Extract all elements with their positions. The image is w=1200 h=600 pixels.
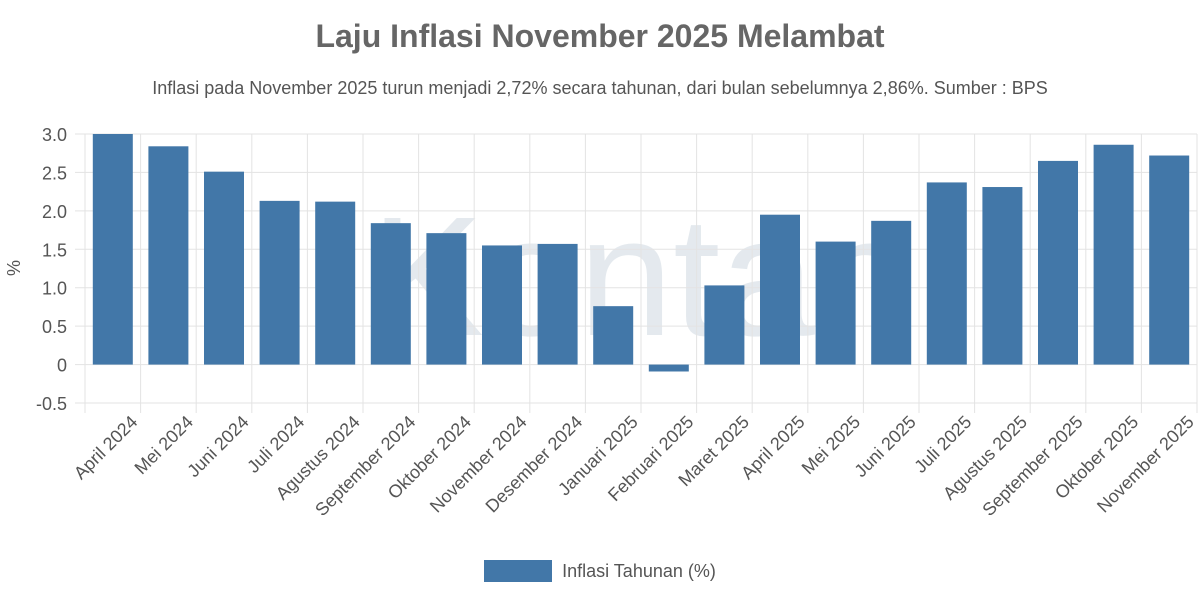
bar bbox=[648, 364, 689, 372]
bar bbox=[482, 245, 522, 365]
y-tick-label: 1.0 bbox=[42, 279, 67, 299]
x-tick-label: Juni 2024 bbox=[183, 412, 252, 481]
x-tick-label: April 2024 bbox=[70, 412, 141, 483]
bar bbox=[926, 182, 967, 365]
legend[interactable]: Inflasi Tahunan (%) bbox=[0, 560, 1200, 582]
chart-title: Laju Inflasi November 2025 Melambat bbox=[315, 18, 885, 54]
bar bbox=[871, 220, 912, 365]
x-tick-label: November 2024 bbox=[426, 412, 531, 517]
x-tick-label: Juni 2025 bbox=[850, 412, 919, 481]
chart-subtitle: Inflasi pada November 2025 turun menjadi… bbox=[152, 78, 1048, 98]
bar bbox=[1093, 144, 1134, 365]
y-tick-label: 1.5 bbox=[42, 240, 67, 260]
bar bbox=[593, 306, 634, 365]
bar bbox=[982, 187, 1023, 365]
bar bbox=[1149, 155, 1190, 365]
bar bbox=[315, 201, 356, 365]
bar bbox=[1038, 160, 1078, 365]
y-tick-label: 2.5 bbox=[42, 163, 67, 183]
y-tick-label: 0.5 bbox=[42, 317, 67, 337]
legend-swatch bbox=[484, 560, 553, 582]
y-axis-label: % bbox=[4, 260, 24, 276]
bar bbox=[815, 241, 856, 365]
legend-label: Inflasi Tahunan (%) bbox=[562, 560, 716, 581]
bar bbox=[370, 223, 411, 365]
x-tick-label: September 2025 bbox=[978, 412, 1086, 520]
y-tick-label: 3.0 bbox=[42, 125, 67, 145]
bar bbox=[760, 214, 800, 365]
bar bbox=[259, 200, 300, 365]
y-tick-label: -0.5 bbox=[36, 394, 67, 414]
x-tick-label: Desember 2024 bbox=[482, 412, 587, 517]
y-tick-label: 2.0 bbox=[42, 202, 67, 222]
bar bbox=[92, 134, 133, 365]
bar bbox=[148, 146, 189, 365]
bar bbox=[537, 243, 578, 365]
bar bbox=[426, 233, 467, 365]
bar bbox=[204, 171, 244, 365]
bar bbox=[704, 285, 745, 365]
x-tick-label: September 2024 bbox=[311, 412, 419, 520]
x-tick-label: November 2025 bbox=[1093, 412, 1198, 517]
y-tick-label: 0 bbox=[57, 356, 67, 376]
